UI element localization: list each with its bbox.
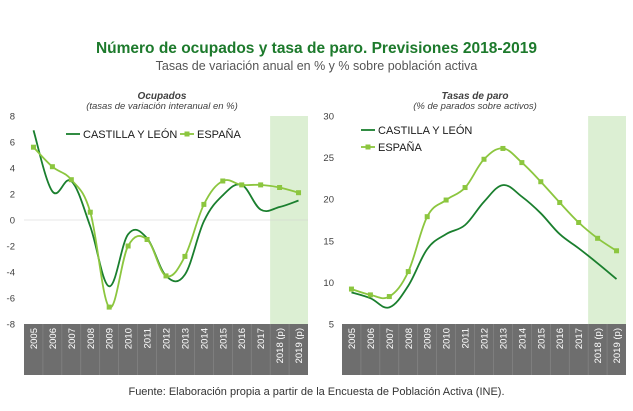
- data-point-espana: [424, 214, 430, 220]
- y-tick-label: -8: [7, 320, 15, 331]
- x-tick-label: 2016: [555, 328, 566, 349]
- x-tick-label: 2018 (p): [275, 328, 286, 363]
- data-point-espana: [576, 219, 582, 225]
- legend-espana-marker: [365, 144, 371, 150]
- forecast-band: [588, 116, 626, 324]
- legend-castilla-label: CASTILLA Y LEÓN: [378, 124, 472, 137]
- data-point-espana: [239, 182, 245, 188]
- chart-ocupados-title: Ocupados: [138, 91, 187, 102]
- data-point-espana: [519, 160, 525, 166]
- x-tick-label: 2006: [366, 328, 377, 349]
- x-tick-label: 2017: [256, 328, 267, 349]
- y-tick-label: -2: [7, 242, 15, 253]
- data-point-espana: [220, 178, 226, 184]
- chart-paro-legend: CASTILLA Y LEÓN ESPAÑA: [361, 124, 472, 154]
- x-tick-label: 2006: [48, 328, 59, 349]
- legend-espana-marker: [184, 131, 190, 137]
- y-tick-label: 15: [323, 236, 334, 247]
- chart-paro-title: Tasas de paro: [442, 91, 509, 102]
- data-point-espana: [500, 145, 506, 151]
- data-point-espana: [296, 190, 302, 196]
- x-tick-label: 2015: [218, 328, 229, 349]
- data-point-espana: [163, 273, 169, 279]
- y-tick-label: 8: [10, 112, 15, 123]
- source-note: Fuente: Elaboración propia a partir de l…: [128, 386, 505, 398]
- y-tick-label: 30: [323, 112, 334, 123]
- x-tick-label: 2014: [517, 328, 528, 349]
- y-tick-label: 4: [10, 164, 15, 175]
- data-point-espana: [277, 185, 283, 190]
- y-tick-label: 2: [10, 190, 15, 201]
- x-tick-label: 2007: [67, 328, 78, 349]
- chart-ocupados-legend: CASTILLA Y LEÓN ESPAÑA: [66, 128, 241, 141]
- data-point-espana: [614, 248, 620, 254]
- data-point-espana: [87, 209, 93, 215]
- data-point-espana: [443, 197, 449, 203]
- x-tick-label: 2005: [29, 328, 40, 349]
- data-point-espana: [481, 156, 487, 162]
- x-tick-label: 2008: [86, 328, 97, 349]
- data-point-espana: [106, 304, 112, 310]
- series-line-espana: [32, 146, 299, 309]
- y-tick-label: -6: [7, 294, 15, 305]
- data-point-espana: [30, 144, 36, 150]
- y-tick-label: 5: [329, 320, 334, 331]
- legend-espana-label: ESPAÑA: [197, 128, 241, 141]
- y-tick-label: 10: [323, 278, 334, 289]
- x-tick-label: 2019 (p): [612, 328, 623, 363]
- x-tick-label: 2008: [404, 328, 415, 349]
- x-tick-label: 2011: [143, 328, 154, 348]
- x-tick-label: 2012: [480, 328, 491, 349]
- page-title: Número de ocupados y tasa de paro. Previ…: [95, 40, 538, 57]
- x-tick-label: 2013: [498, 328, 509, 349]
- legend-espana-label: ESPAÑA: [378, 141, 422, 154]
- data-point-espana: [144, 237, 150, 242]
- legend-castilla-label: CASTILLA Y LEÓN: [83, 128, 177, 141]
- y-tick-label: -4: [7, 268, 15, 279]
- x-tick-label: 2007: [385, 328, 396, 349]
- data-point-espana: [49, 164, 55, 170]
- x-axis-band: [342, 324, 626, 375]
- chart-paro: 5 10 15 20 25 30 2005 2006 2007 2008 2009 2010 2011 2…: [323, 112, 626, 375]
- x-tick-label: 2012: [162, 328, 173, 349]
- x-axis-band: [24, 324, 308, 375]
- y-tick-label: 0: [10, 216, 15, 227]
- x-tick-label: 2009: [105, 328, 116, 349]
- data-point-espana: [68, 177, 74, 183]
- data-point-espana: [595, 235, 601, 241]
- data-point-espana: [258, 182, 264, 188]
- data-point-espana: [538, 179, 544, 185]
- page-subtitle: Tasas de variación anual en % y % sobre …: [155, 59, 478, 73]
- y-tick-label: 25: [323, 153, 334, 164]
- chart-ocupados-subtitle: (tasas de variación interanual en %): [86, 101, 238, 112]
- x-tick-label: 2018 (p): [593, 328, 604, 363]
- series-line-castilla: [351, 184, 618, 309]
- data-point-espana: [125, 243, 131, 249]
- x-tick-label: 2015: [536, 328, 547, 349]
- x-tick-label: 2005: [347, 328, 358, 349]
- x-tick-label: 2011: [461, 328, 472, 348]
- x-tick-label: 2013: [180, 328, 191, 349]
- chart-paro-subtitle: (% de parados sobre activos): [413, 101, 537, 112]
- data-point-espana: [557, 200, 563, 206]
- x-tick-label: 2014: [199, 328, 210, 349]
- x-tick-label: 2009: [423, 328, 434, 349]
- y-tick-label: 6: [10, 138, 15, 149]
- data-point-espana: [182, 253, 188, 259]
- x-tick-label: 2016: [237, 328, 248, 349]
- x-tick-label: 2010: [442, 328, 453, 349]
- chart-ocupados: -8 -6 -4 -2 0 2 4 6 8 2005 2006 2007 2008 2009 2010 201…: [7, 112, 308, 375]
- x-tick-label: 2017: [574, 328, 585, 349]
- data-point-espana: [386, 294, 392, 300]
- y-tick-label: 20: [323, 195, 334, 206]
- data-point-espana: [201, 201, 207, 207]
- x-tick-label: 2010: [124, 328, 135, 349]
- data-point-espana: [405, 269, 411, 275]
- data-point-espana: [367, 292, 373, 298]
- series-line-castilla: [32, 130, 299, 288]
- data-point-espana: [348, 286, 354, 292]
- x-tick-label: 2019 (p): [294, 328, 305, 363]
- data-point-espana: [462, 185, 468, 191]
